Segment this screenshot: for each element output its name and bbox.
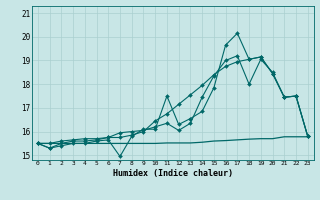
- X-axis label: Humidex (Indice chaleur): Humidex (Indice chaleur): [113, 169, 233, 178]
